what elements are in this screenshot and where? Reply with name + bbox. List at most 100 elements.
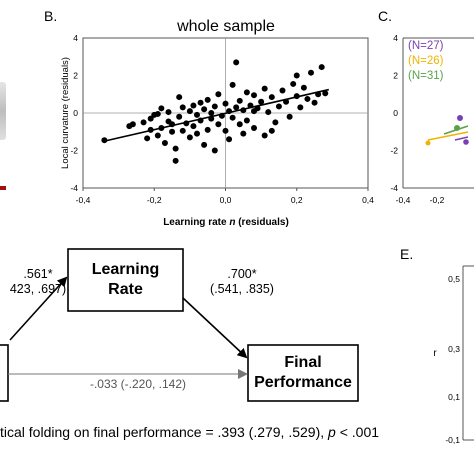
panel-b-scatter-chart: whole sample -0,4 -0,2 0,0 0,2 0,4 4 2 0 -2 -4 Lo… bbox=[60, 18, 374, 228]
panel-b-y-tick-label: -4 bbox=[70, 183, 78, 193]
panel-b-data-point bbox=[158, 105, 165, 112]
panel-b-data-point bbox=[222, 100, 229, 107]
panel-b-data-point bbox=[176, 94, 183, 101]
panel-b-data-point bbox=[215, 121, 222, 128]
panel-c-y-tick-label: -4 bbox=[390, 183, 398, 193]
panel-a-red-marker bbox=[0, 186, 6, 190]
panel-b-data-point bbox=[318, 64, 325, 71]
panel-b-data-point bbox=[204, 96, 211, 103]
panel-b-data-point bbox=[229, 81, 236, 88]
panel-b-letter: B. bbox=[44, 8, 58, 24]
panel-b-trendline bbox=[104, 88, 329, 142]
panel-b-data-point bbox=[243, 89, 250, 96]
panel-e-y-tick-label: 0,1 bbox=[448, 392, 460, 402]
panel-b-y-tick-label: 4 bbox=[73, 33, 78, 43]
panel-b-data-point bbox=[272, 119, 279, 126]
panel-b-data-point bbox=[261, 85, 268, 92]
panel-b-data-point bbox=[322, 90, 329, 97]
panel-b-y-axis-label: Local curvature (residuals) bbox=[60, 57, 71, 169]
path-a-estimate: .561* bbox=[23, 267, 53, 281]
panel-b-axes: -0,4 -0,2 0,0 0,2 0,4 4 2 0 -2 -4 bbox=[70, 33, 374, 205]
panel-b-data-point bbox=[233, 59, 240, 66]
panel-b-data-point bbox=[197, 99, 204, 106]
panel-b-title: whole sample bbox=[176, 18, 275, 35]
panel-b-data-point bbox=[208, 110, 215, 116]
panel-e-ticks: 0,5 0,3 0,1 -0,1 bbox=[445, 274, 460, 445]
panel-e-y-tick-label: -0,1 bbox=[445, 435, 460, 445]
panel-b-y-tick-label: 2 bbox=[73, 71, 78, 81]
panel-b-data-point bbox=[251, 125, 257, 131]
panel-b-data-point bbox=[261, 132, 268, 139]
panel-e-y-tick-label: 0,3 bbox=[448, 344, 460, 354]
panel-c-y-tick-label: 4 bbox=[393, 33, 398, 43]
panel-b-y-tick-label: 0 bbox=[73, 108, 78, 118]
path-a-coefficient: .561* 423, .697) bbox=[8, 267, 68, 297]
panel-c-yellow-line bbox=[427, 131, 469, 141]
panel-b-data-point bbox=[194, 111, 200, 118]
panel-b-data-point bbox=[161, 140, 168, 146]
panel-b-data-point bbox=[279, 87, 286, 94]
panel-b-data-point bbox=[186, 108, 193, 115]
panel-c-ticks: -0,4 -0,2 4 2 0 -2 -4 bbox=[390, 33, 444, 205]
learning-rate-label-line2: Rate bbox=[108, 281, 143, 298]
panel-e-y-axis-label: r bbox=[433, 348, 437, 359]
panel-b-data-point bbox=[251, 92, 257, 99]
panel-b-data-point bbox=[194, 130, 200, 137]
panel-b-data-point bbox=[154, 132, 161, 139]
learning-rate-label-line1: Learning bbox=[91, 261, 160, 278]
panel-a-edge-figure bbox=[0, 82, 6, 140]
panel-c-legend-entry: (N=31) bbox=[408, 70, 444, 82]
panel-b-x-axis-label: Learning rate n (residuals) bbox=[163, 217, 289, 228]
learning-rate-label: Learning Rate bbox=[68, 249, 183, 311]
panel-b-data-point bbox=[147, 115, 154, 122]
learning-rate-box bbox=[67, 248, 184, 312]
final-performance-label-line1: Final bbox=[284, 354, 322, 371]
panel-b-data-point bbox=[308, 69, 314, 76]
panel-b-data-point bbox=[311, 99, 318, 106]
panel-b-data-point bbox=[179, 127, 186, 134]
panel-c-yellow-point bbox=[425, 140, 431, 146]
panel-b-data-point bbox=[251, 108, 257, 115]
panel-b-x-tick-label: 0,0 bbox=[220, 195, 232, 205]
panel-b-data-point bbox=[290, 80, 297, 87]
panel-b-data-point bbox=[176, 113, 183, 120]
panel-b-data-point bbox=[293, 72, 300, 79]
panel-b-data-point bbox=[204, 126, 211, 133]
path-a-ci: 423, .697) bbox=[9, 282, 67, 296]
panel-c-legend-entry: (N=27) bbox=[408, 40, 444, 52]
panel-b-data-point bbox=[236, 121, 243, 128]
panel-c-x-tick-label: -0,4 bbox=[396, 195, 411, 205]
panel-b-data-point bbox=[233, 104, 240, 111]
panel-b-data-point bbox=[201, 141, 208, 148]
panel-e-y-tick-label: 0,5 bbox=[448, 274, 460, 284]
panel-b-data-point bbox=[172, 157, 179, 164]
final-performance-label: Final Performance bbox=[248, 345, 358, 401]
panel-b-data-point bbox=[268, 94, 275, 101]
panel-b-data-point bbox=[186, 134, 193, 141]
panel-e-letter: E. bbox=[400, 246, 414, 262]
panel-b-data-point bbox=[268, 127, 275, 134]
panel-c-chart: -0,4 -0,2 4 2 0 -2 -4 bbox=[390, 33, 474, 205]
panel-b-data-point bbox=[190, 102, 197, 109]
panel-c-purple-point-2 bbox=[463, 139, 469, 145]
panel-c-purple-line bbox=[454, 136, 469, 141]
path-b-coefficient: .700* (.541, .835) bbox=[192, 267, 292, 297]
panel-b-data-point bbox=[201, 106, 208, 113]
panel-c-purple-point bbox=[457, 115, 463, 121]
panel-b-data-point bbox=[229, 114, 236, 121]
predictor-box-edge bbox=[0, 344, 9, 402]
indirect-effect-caption: tical folding on final performance = .39… bbox=[0, 424, 380, 440]
panel-b-data-point bbox=[300, 84, 307, 91]
panel-c-letter: C. bbox=[378, 8, 392, 24]
panel-c-green-point bbox=[454, 125, 460, 131]
final-performance-box bbox=[247, 344, 359, 402]
panel-b-data-point bbox=[286, 113, 293, 120]
path-a-arrow bbox=[9, 276, 68, 341]
panel-c-x-tick-label: -0,2 bbox=[430, 195, 445, 205]
panel-b-data-point bbox=[243, 117, 250, 124]
panel-b-data-point bbox=[222, 127, 229, 134]
panel-b-data-point bbox=[297, 104, 304, 111]
panel-b-data-point bbox=[169, 128, 176, 135]
